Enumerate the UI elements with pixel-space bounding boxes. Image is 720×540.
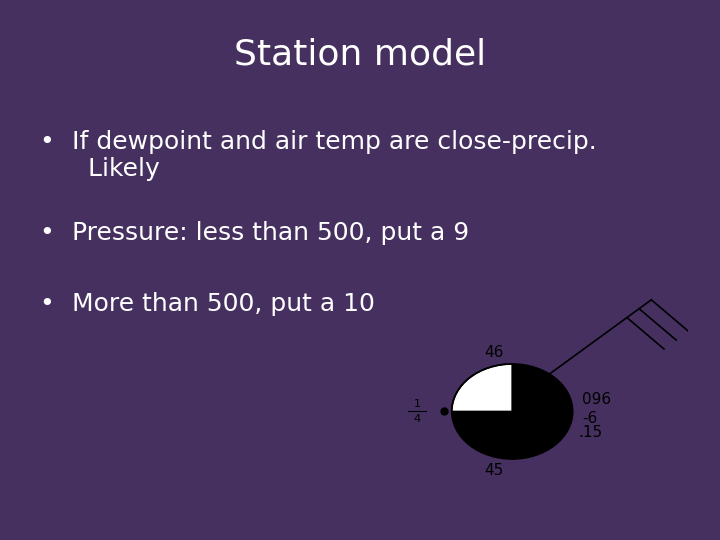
Text: 096: 096 bbox=[582, 392, 611, 407]
Circle shape bbox=[451, 364, 572, 459]
Text: 45: 45 bbox=[485, 463, 504, 477]
Text: 4: 4 bbox=[413, 414, 420, 424]
Text: If dewpoint and air temp are close-precip.
  Likely: If dewpoint and air temp are close-preci… bbox=[72, 130, 597, 181]
Text: Station model: Station model bbox=[234, 38, 486, 72]
Wedge shape bbox=[451, 364, 512, 411]
Text: •: • bbox=[40, 221, 54, 245]
Text: More than 500, put a 10: More than 500, put a 10 bbox=[72, 292, 375, 315]
Text: .15: .15 bbox=[579, 426, 603, 440]
Text: -6: -6 bbox=[582, 411, 597, 426]
Text: 1: 1 bbox=[413, 399, 420, 409]
Text: •: • bbox=[40, 292, 54, 315]
Text: 46: 46 bbox=[485, 346, 504, 360]
Text: •: • bbox=[40, 130, 54, 153]
Text: Pressure: less than 500, put a 9: Pressure: less than 500, put a 9 bbox=[72, 221, 469, 245]
